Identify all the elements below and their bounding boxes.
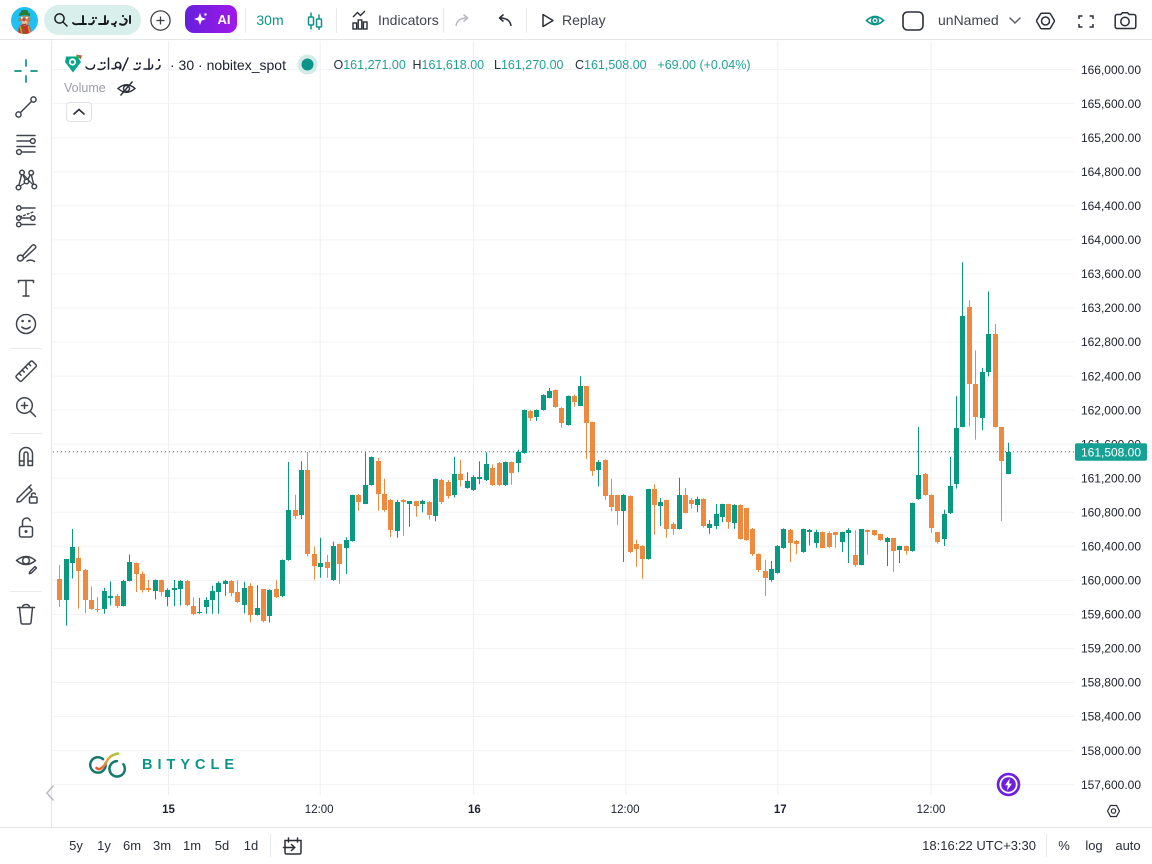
svg-text:161,200.00: 161,200.00 xyxy=(1081,471,1141,485)
svg-text:160,000.00: 160,000.00 xyxy=(1081,574,1141,588)
svg-text:158,000.00: 158,000.00 xyxy=(1081,744,1141,758)
svg-text:163,200.00: 163,200.00 xyxy=(1081,301,1141,315)
svg-text:164,800.00: 164,800.00 xyxy=(1081,165,1141,179)
svg-text:158,400.00: 158,400.00 xyxy=(1081,710,1141,724)
svg-text:161,508.00: 161,508.00 xyxy=(1081,445,1141,459)
svg-text:162,400.00: 162,400.00 xyxy=(1081,369,1141,383)
svg-text:159,600.00: 159,600.00 xyxy=(1081,608,1141,622)
svg-text:160,400.00: 160,400.00 xyxy=(1081,540,1141,554)
svg-text:158,800.00: 158,800.00 xyxy=(1081,676,1141,690)
svg-text:163,600.00: 163,600.00 xyxy=(1081,267,1141,281)
svg-text:164,400.00: 164,400.00 xyxy=(1081,199,1141,213)
svg-text:159,200.00: 159,200.00 xyxy=(1081,642,1141,656)
svg-text:160,800.00: 160,800.00 xyxy=(1081,506,1141,520)
svg-text:166,000.00: 166,000.00 xyxy=(1081,63,1141,77)
svg-text:164,000.00: 164,000.00 xyxy=(1081,233,1141,247)
svg-text:165,600.00: 165,600.00 xyxy=(1081,97,1141,111)
svg-text:157,600.00: 157,600.00 xyxy=(1081,778,1141,792)
svg-text:162,800.00: 162,800.00 xyxy=(1081,335,1141,349)
svg-text:165,200.00: 165,200.00 xyxy=(1081,131,1141,145)
svg-text:162,000.00: 162,000.00 xyxy=(1081,403,1141,417)
